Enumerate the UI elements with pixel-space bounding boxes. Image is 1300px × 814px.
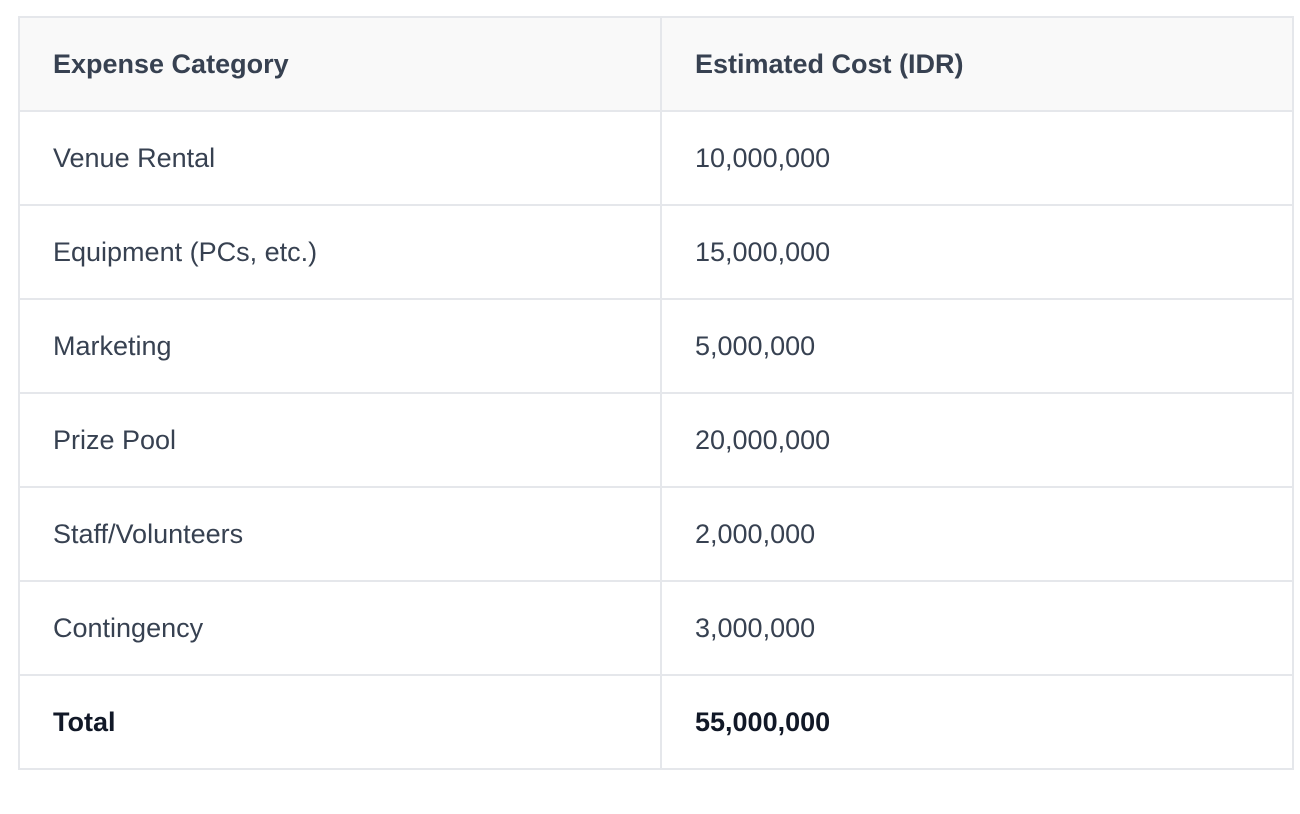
cell-category: Equipment (PCs, etc.)	[18, 204, 662, 300]
cell-cost: 20,000,000	[660, 392, 1294, 488]
cell-category: Contingency	[18, 580, 662, 676]
cell-category: Venue Rental	[18, 110, 662, 206]
table-row: Marketing 5,000,000	[18, 298, 1294, 394]
cell-category: Prize Pool	[18, 392, 662, 488]
cell-cost: 3,000,000	[660, 580, 1294, 676]
header-expense-category: Expense Category	[18, 16, 662, 112]
total-value: 55,000,000	[660, 674, 1294, 770]
total-label: Total	[18, 674, 662, 770]
table-row: Venue Rental 10,000,000	[18, 110, 1294, 206]
table-total-row: Total 55,000,000	[18, 674, 1294, 770]
cell-cost: 2,000,000	[660, 486, 1294, 582]
cell-cost: 10,000,000	[660, 110, 1294, 206]
cell-category: Marketing	[18, 298, 662, 394]
table-row: Equipment (PCs, etc.) 15,000,000	[18, 204, 1294, 300]
cell-cost: 5,000,000	[660, 298, 1294, 394]
table-row: Contingency 3,000,000	[18, 580, 1294, 676]
table-row: Prize Pool 20,000,000	[18, 392, 1294, 488]
cell-category: Staff/Volunteers	[18, 486, 662, 582]
table-header-row: Expense Category Estimated Cost (IDR)	[18, 16, 1294, 112]
budget-table: Expense Category Estimated Cost (IDR) Ve…	[18, 16, 1294, 770]
budget-table-container: Expense Category Estimated Cost (IDR) Ve…	[18, 16, 1294, 770]
table-row: Staff/Volunteers 2,000,000	[18, 486, 1294, 582]
header-estimated-cost: Estimated Cost (IDR)	[660, 16, 1294, 112]
cell-cost: 15,000,000	[660, 204, 1294, 300]
